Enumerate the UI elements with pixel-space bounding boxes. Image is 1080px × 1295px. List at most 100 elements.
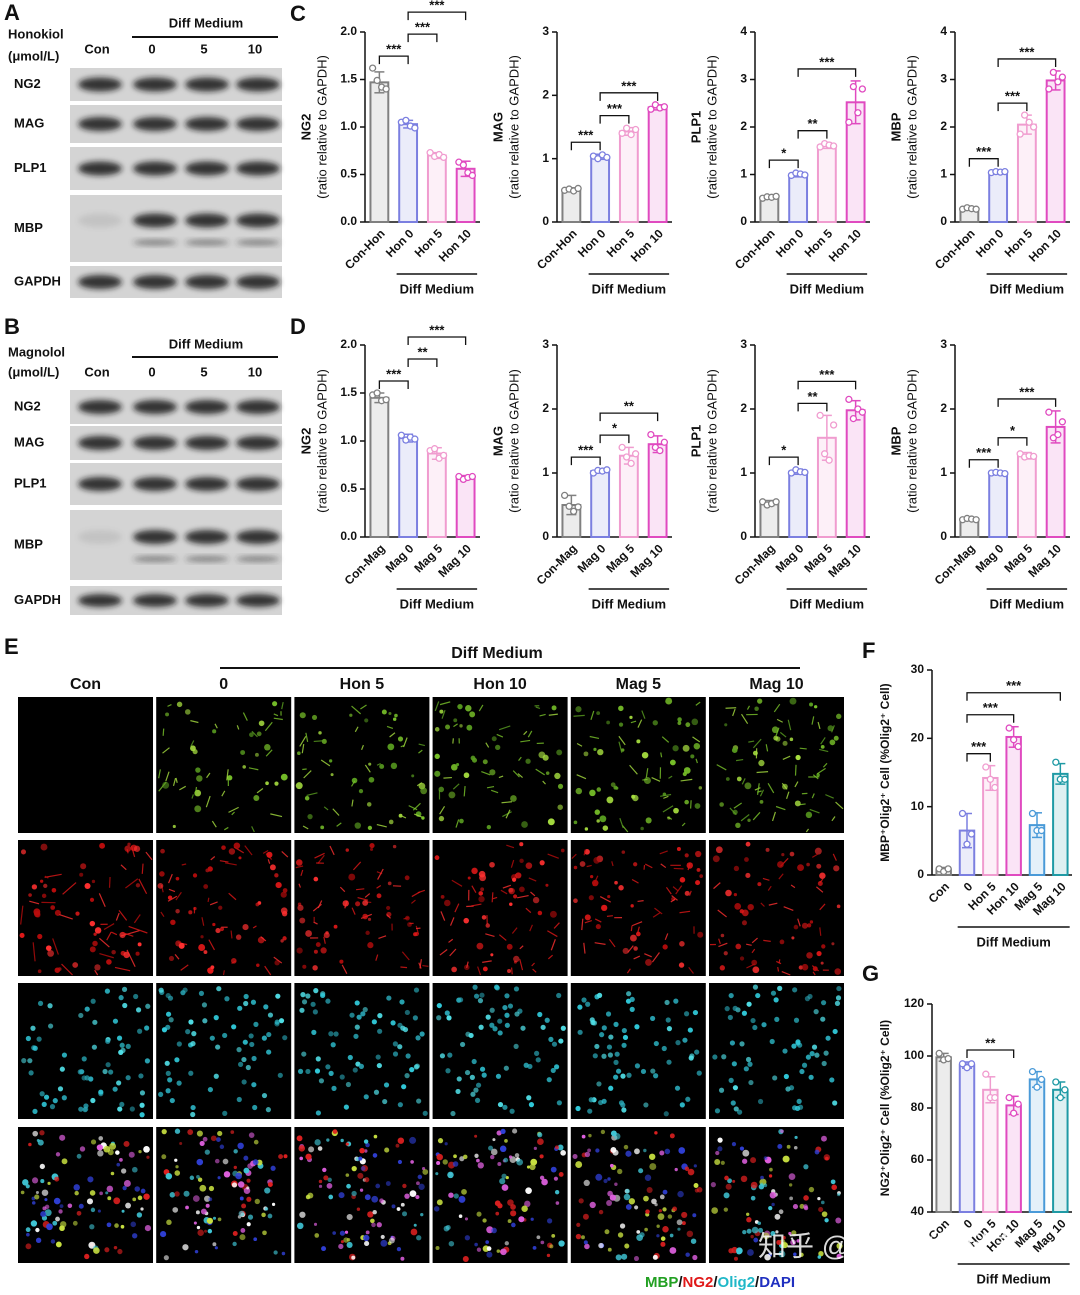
cell-signal	[789, 737, 794, 742]
cell-signal	[176, 1041, 182, 1047]
group-label: Diff Medium	[592, 281, 666, 296]
cell-signal	[436, 1002, 442, 1009]
y-axis-subtitle: (ratio relative to GAPDH)	[506, 55, 521, 199]
cell-process	[571, 853, 577, 859]
cell-process	[820, 737, 826, 745]
cell-signal	[474, 1153, 479, 1158]
cell-signal	[515, 872, 522, 879]
cell-signal	[261, 1092, 268, 1099]
bar	[1016, 454, 1037, 538]
cell-process	[794, 781, 799, 788]
cell-signal	[160, 1230, 167, 1238]
cell-process	[763, 939, 771, 942]
cell-signal	[710, 1182, 716, 1188]
cell-signal	[317, 1146, 323, 1151]
cell-signal	[732, 1005, 738, 1011]
y-tick-label: 40	[911, 1204, 925, 1218]
cell-process	[660, 752, 663, 758]
cell-signal	[821, 1060, 827, 1067]
lane-label: Con	[84, 364, 109, 379]
cell-signal	[132, 1233, 138, 1239]
cell-signal	[725, 1183, 732, 1190]
cell-signal	[396, 1246, 402, 1252]
cell-signal	[182, 1244, 189, 1251]
cell-signal	[413, 987, 420, 993]
cell-signal	[536, 1235, 541, 1240]
cell-signal	[339, 1074, 345, 1080]
cell-signal	[31, 1045, 37, 1051]
data-point	[1052, 758, 1060, 766]
cell-signal	[409, 1190, 417, 1198]
cell-signal	[808, 1074, 814, 1080]
bar	[982, 1088, 999, 1214]
cell-signal	[311, 1029, 317, 1035]
cell-signal	[114, 1223, 119, 1228]
significance-label: ***	[386, 42, 402, 57]
cell-signal	[489, 1007, 495, 1013]
significance-label: ***	[1006, 678, 1022, 693]
cell-signal	[345, 1173, 350, 1177]
bar	[618, 454, 639, 538]
cell-signal	[35, 1237, 42, 1244]
cell-process	[440, 911, 446, 921]
cell-process	[692, 736, 701, 743]
cell-signal	[74, 1190, 79, 1196]
cell-signal	[208, 1197, 213, 1202]
cell-signal	[41, 1189, 49, 1197]
group-label: Diff Medium	[990, 281, 1064, 296]
cell-signal	[174, 1170, 181, 1176]
data-point	[468, 472, 477, 481]
cell-signal	[39, 1130, 45, 1136]
y-axis-subtitle: (ratio relative to GAPDH)	[904, 369, 919, 513]
cell-signal	[120, 1224, 125, 1229]
cell-signal	[514, 1153, 520, 1158]
cell-signal	[573, 820, 578, 825]
cell-signal	[758, 759, 765, 767]
cell-signal	[96, 1144, 103, 1151]
blot-band	[236, 239, 280, 246]
cell-signal	[501, 1173, 507, 1179]
cell-signal	[698, 786, 703, 790]
cell-signal	[80, 863, 87, 870]
cell-signal	[121, 986, 128, 992]
cell-signal	[37, 1139, 44, 1146]
cell-signal	[401, 1084, 407, 1090]
cell-process	[181, 863, 187, 866]
y-tick-label: 2	[940, 119, 947, 133]
cell-process	[376, 884, 382, 889]
cell-signal	[686, 1230, 694, 1238]
data-point	[845, 395, 853, 404]
cell-signal	[747, 818, 751, 822]
cell-signal	[750, 1017, 756, 1024]
cell-signal	[89, 1224, 95, 1230]
cell-signal	[392, 1041, 398, 1047]
panel-letter: D	[290, 314, 306, 339]
micrograph	[18, 840, 153, 976]
data-point	[627, 130, 635, 139]
cell-process	[242, 712, 248, 721]
cell-signal	[471, 1058, 477, 1065]
cell-process	[448, 938, 454, 943]
data-point	[603, 466, 611, 474]
data-point	[1045, 408, 1053, 416]
cell-process	[778, 873, 784, 880]
cell-signal	[106, 1185, 114, 1193]
cell-process	[491, 892, 494, 903]
blot-band	[78, 275, 122, 289]
cell-signal	[643, 777, 651, 784]
cell-signal	[673, 807, 679, 814]
y-tick-label: 0	[740, 214, 747, 228]
cell-signal	[39, 1091, 45, 1097]
cell-signal	[464, 1217, 469, 1221]
cell-signal	[582, 1213, 589, 1220]
cell-signal	[511, 1222, 516, 1228]
cell-signal	[194, 1249, 199, 1254]
cell-signal	[215, 928, 221, 934]
cell-process	[716, 764, 727, 771]
cell-signal	[199, 1140, 205, 1147]
micrograph	[294, 1127, 430, 1263]
cell-signal	[237, 1142, 244, 1150]
cell-signal	[601, 904, 608, 912]
cell-signal	[364, 1194, 371, 1201]
cell-signal	[620, 1073, 626, 1079]
